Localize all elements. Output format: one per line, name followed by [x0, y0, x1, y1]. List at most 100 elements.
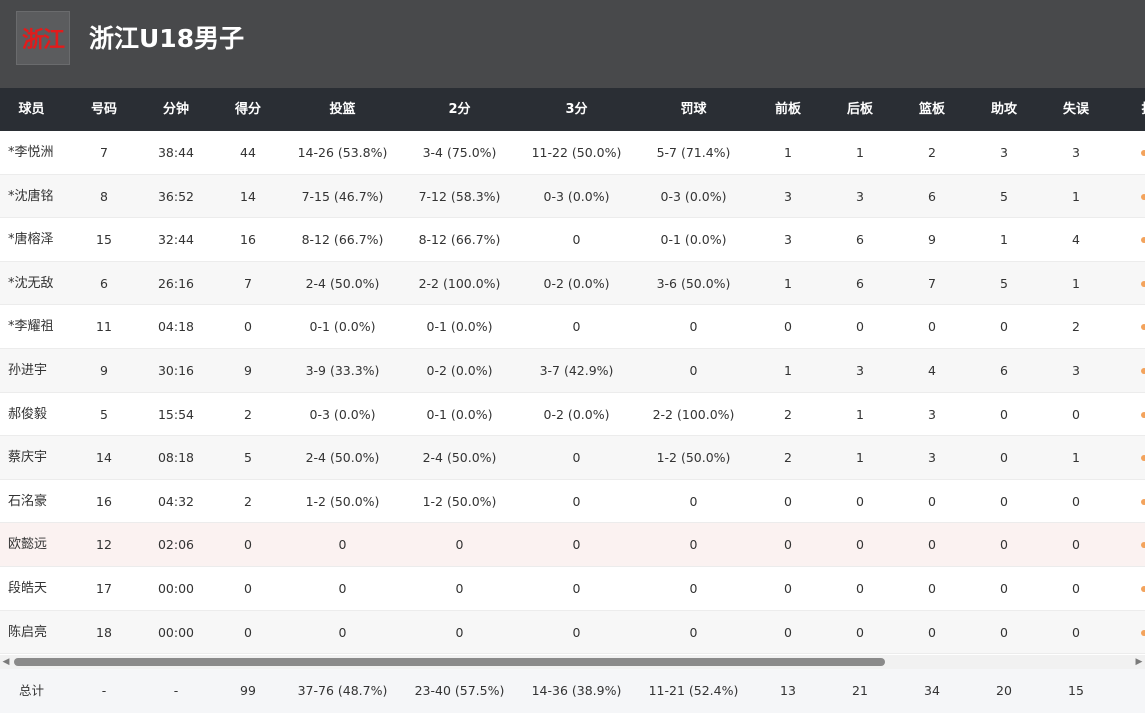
cell-name[interactable]: *唐榕泽	[8, 232, 54, 248]
cell-name[interactable]: 陈启亮	[8, 624, 48, 640]
cell-pts: 0	[244, 319, 252, 335]
totals-label: 总计	[18, 683, 44, 698]
table-row[interactable]: 蔡庆宇 14 08:18 5 2-4 (50.0%) 2-4 (50.0%) 0 1-2 (5…	[0, 436, 1145, 480]
cell-name[interactable]: *李悦洲	[8, 145, 54, 160]
cell-two: 2-2 (100.0%)	[418, 275, 501, 291]
table-row[interactable]: *李悦洲 7 38:44 44 14-26 (53.8%) 3-4 (75.0%) 11-2…	[0, 131, 1145, 175]
cell-dreb: 1	[856, 450, 864, 466]
cell-ast: 1	[1000, 232, 1008, 248]
table-row[interactable]: *李耀祖 11 04:18 0 0-1 (0.0%) 0-1 (0.0%) 0 0 0 0 0 0 2	[0, 305, 1145, 349]
table-header: 球员 号码 分钟 得分 投篮 2分 3分 罚球 前板 后板 篮板 助攻 失误 抢	[0, 88, 1145, 131]
cell-name[interactable]: *李耀祖	[8, 319, 54, 335]
col-stl[interactable]: 抢	[1112, 88, 1145, 131]
cell-no: 5	[100, 406, 108, 422]
col-points[interactable]: 得分	[234, 102, 261, 117]
col-ast[interactable]: 助攻	[990, 102, 1017, 117]
cell-reb: 0	[928, 581, 936, 596]
cell-name[interactable]: 石洺豪	[8, 493, 48, 509]
cell-no: 6	[100, 275, 108, 291]
col-oreb[interactable]: 前板	[774, 102, 801, 117]
cell-oreb: 0	[784, 537, 792, 553]
cell-name[interactable]: 段皓天	[8, 581, 48, 596]
cell-tov: 2	[1072, 319, 1080, 335]
col-tov[interactable]: 失误	[1062, 102, 1089, 117]
col-fg[interactable]: 投篮	[329, 102, 356, 117]
cell-two: 0-1 (0.0%)	[426, 406, 493, 422]
cell-pts: 14	[240, 188, 256, 204]
cell-two: 3-4 (75.0%)	[422, 145, 497, 160]
team-header: 浙江 浙江U18男子	[0, 0, 1145, 88]
cell-reb: 0	[928, 537, 936, 553]
steals-indicator-icon	[1141, 411, 1145, 418]
cell-fg: 0	[338, 581, 347, 596]
cell-oreb: 3	[784, 188, 792, 204]
table-row[interactable]: *唐榕泽 15 32:44 16 8-12 (66.7%) 8-12 (66.7%) 0 0-…	[0, 218, 1145, 262]
cell-pts: 0	[244, 624, 252, 640]
cell-ft: 0	[689, 493, 698, 509]
totals-ast: 20	[996, 683, 1012, 698]
table-row[interactable]: 孙进宇 9 30:16 9 3-9 (33.3%) 0-2 (0.0%) 3-7 (42.9…	[0, 349, 1145, 393]
box-score-table[interactable]: 球员 号码 分钟 得分 投篮 2分 3分 罚球 前板 后板 篮板 助攻 失误 抢…	[0, 88, 1145, 655]
cell-dreb: 0	[856, 537, 864, 553]
table-row[interactable]: 段皓天 17 00:00 0 0 0 0 0 0 0 0 0 0	[0, 567, 1145, 611]
cell-ft: 0	[689, 537, 698, 553]
col-two-pt[interactable]: 2分	[448, 102, 471, 117]
cell-no: 9	[100, 363, 108, 378]
col-player[interactable]: 球员	[18, 102, 45, 117]
table-row[interactable]: 陈启亮 18 00:00 0 0 0 0 0 0 0 0 0 0	[0, 610, 1145, 655]
cell-pts: 5	[244, 450, 252, 466]
col-number[interactable]: 号码	[90, 102, 117, 117]
scrollbar-thumb[interactable]	[14, 658, 885, 666]
cell-no: 7	[100, 145, 108, 160]
cell-reb: 0	[928, 624, 936, 640]
scroll-right-icon[interactable]: ▶	[1135, 657, 1143, 667]
cell-two: 7-12 (58.3%)	[418, 188, 501, 204]
table-row[interactable]: *沈无敌 6 26:16 7 2-4 (50.0%) 2-2 (100.0%) 0-2 (0…	[0, 261, 1145, 306]
steals-indicator-icon	[1141, 498, 1145, 505]
team-logo: 浙江	[16, 11, 70, 65]
col-dreb[interactable]: 后板	[846, 102, 873, 117]
steals-indicator-icon	[1141, 280, 1145, 287]
cell-no: 17	[96, 581, 112, 596]
cell-oreb: 0	[784, 581, 792, 596]
cell-ast: 6	[1000, 363, 1008, 378]
table-row[interactable]: 石洺豪 16 04:32 2 1-2 (50.0%) 1-2 (50.0%) 0 0 0 0 0 0 0	[0, 480, 1145, 524]
cell-reb: 9	[928, 232, 936, 248]
cell-ft: 3-6 (50.0%)	[656, 275, 731, 291]
cell-tov: 1	[1072, 450, 1080, 466]
cell-dreb: 1	[856, 145, 864, 160]
cell-fg: 3-9 (33.3%)	[305, 363, 380, 378]
cell-dreb: 6	[856, 275, 864, 291]
table-row[interactable]: 欧懿远 12 02:06 0 0 0 0 0 0 0 0 0 0	[0, 523, 1145, 567]
horizontal-scrollbar[interactable]: ◀ ▶	[0, 655, 1145, 669]
col-ft[interactable]: 罚球	[680, 102, 707, 117]
cell-three: 0	[572, 493, 581, 509]
table-row[interactable]: 郝俊毅 5 15:54 2 0-3 (0.0%) 0-1 (0.0%) 0-2 (0.0%)…	[0, 393, 1145, 437]
cell-name[interactable]: *沈无敌	[8, 275, 54, 291]
totals-three-pt: 14-36 (38.9%)	[531, 683, 622, 698]
cell-ast: 0	[1000, 624, 1008, 640]
cell-tov: 3	[1072, 145, 1080, 160]
cell-fg: 2-4 (50.0%)	[305, 275, 380, 291]
cell-name[interactable]: 孙进宇	[8, 363, 48, 378]
cell-name[interactable]: *沈唐铭	[8, 188, 54, 204]
col-reb[interactable]: 篮板	[918, 102, 945, 117]
cell-reb: 2	[928, 145, 936, 160]
cell-min: 00:00	[157, 624, 195, 640]
cell-name[interactable]: 郝俊毅	[8, 406, 48, 422]
cell-oreb: 0	[784, 493, 792, 509]
scroll-left-icon[interactable]: ◀	[2, 657, 10, 667]
cell-name[interactable]: 欧懿远	[8, 537, 48, 553]
col-three-pt[interactable]: 3分	[565, 102, 588, 117]
cell-reb: 3	[928, 406, 936, 422]
cell-reb: 7	[928, 275, 936, 291]
cell-dreb: 0	[856, 624, 864, 640]
table-row[interactable]: *沈唐铭 8 36:52 14 7-15 (46.7%) 7-12 (58.3%) 0-3 …	[0, 174, 1145, 219]
totals-number: -	[101, 683, 107, 698]
cell-tov: 3	[1072, 363, 1080, 378]
cell-fg: 2-4 (50.0%)	[305, 450, 380, 466]
totals-tov: 15	[1068, 683, 1084, 698]
cell-three: 0	[572, 319, 581, 335]
col-minutes[interactable]: 分钟	[162, 102, 189, 117]
cell-name[interactable]: 蔡庆宇	[8, 450, 48, 466]
